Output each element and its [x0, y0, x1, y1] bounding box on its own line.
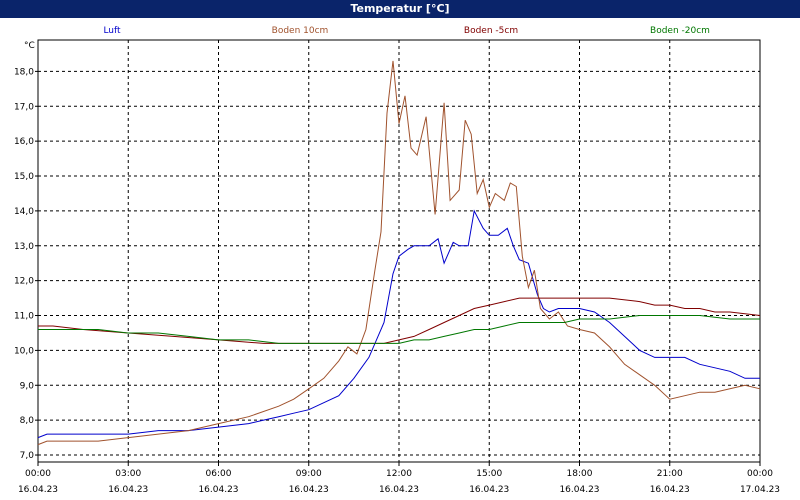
y-tick-label: 18,0	[14, 67, 34, 77]
y-tick-label: 10,0	[14, 346, 34, 356]
y-tick-label: 11,0	[14, 312, 34, 322]
x-tick-time-label: 06:00	[206, 469, 232, 479]
y-tick-label: 15,0	[14, 172, 34, 182]
y-tick-label: 7,0	[20, 451, 35, 461]
series-layer	[37, 60, 761, 446]
temperature-chart: 7,0 8,0 9,0 10,0 11,0 12,0 13,0 14,0 15,0 16,0 17,…	[14, 26, 780, 495]
legend: Luft Boden 10cm Boden -5cm Boden -20cm	[103, 26, 710, 36]
x-tick-time-label: 15:00	[476, 469, 502, 479]
x-tick-time-label: 12:00	[386, 469, 412, 479]
x-tick-time-label: 09:00	[296, 469, 322, 479]
x-tick-date-label: 16.04.23	[379, 485, 419, 495]
legend-entry-3: Boden -5cm	[464, 26, 518, 36]
x-tick-time-label: 00:00	[747, 469, 773, 479]
y-tick-label: 14,0	[14, 207, 34, 217]
grid	[38, 40, 760, 462]
series-line-3	[38, 297, 761, 344]
x-tick-time-label: 03:00	[115, 469, 141, 479]
y-tick-label: 17,0	[14, 102, 34, 112]
x-tick-date-label: 16.04.23	[18, 485, 58, 495]
series-line-1	[37, 209, 760, 439]
y-axis-label: °C	[24, 41, 35, 51]
legend-entry-4: Boden -20cm	[650, 26, 710, 36]
x-tick-date-label: 16.04.23	[650, 485, 690, 495]
x-tick-date-label: 17.04.23	[740, 485, 780, 495]
y-tick-label: 13,0	[14, 242, 34, 252]
x-tick-date-label: 16.04.23	[289, 485, 329, 495]
series-line-2	[37, 60, 761, 446]
series-line-4	[38, 315, 760, 344]
y-tick-label: 8,0	[20, 416, 35, 426]
x-tick-time-label: 18:00	[567, 469, 593, 479]
x-tick-date-label: 16.04.23	[559, 485, 599, 495]
y-tick-label: 12,0	[14, 277, 34, 287]
legend-entry-1: Luft	[103, 26, 121, 36]
x-tick-date-label: 16.04.23	[198, 485, 238, 495]
x-tick-date-label: 16.04.23	[108, 485, 148, 495]
y-tick-label: 16,0	[14, 137, 34, 147]
legend-entry-2: Boden 10cm	[272, 26, 329, 36]
y-tick-label: 9,0	[20, 381, 35, 391]
x-tick-date-label: 16.04.23	[469, 485, 509, 495]
x-tick-time-label: 21:00	[657, 469, 683, 479]
axes: 7,0 8,0 9,0 10,0 11,0 12,0 13,0 14,0 15,0 16,0 17,…	[14, 41, 780, 495]
window-title: Temperatur [°C]	[0, 0, 800, 18]
x-tick-time-label: 00:00	[25, 469, 51, 479]
